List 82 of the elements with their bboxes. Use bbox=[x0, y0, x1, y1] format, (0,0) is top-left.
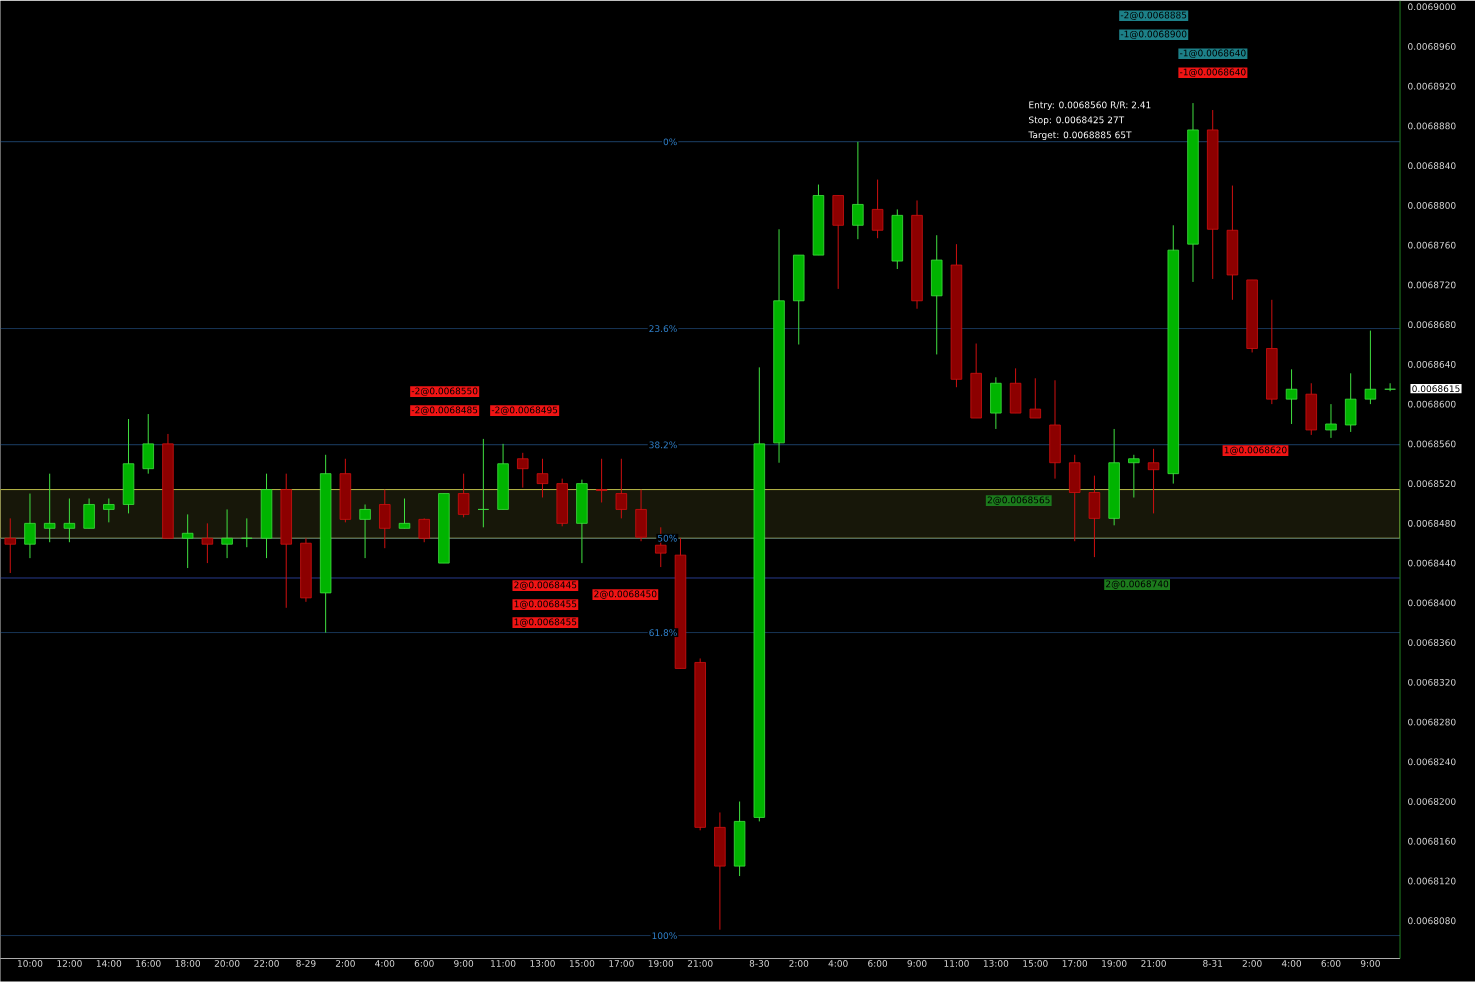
y-tick-label: 0.0068080 bbox=[1408, 917, 1456, 925]
x-tick-label: 12:00 bbox=[57, 960, 82, 968]
annotation: 0% bbox=[663, 138, 677, 146]
x-tick-label: 13:00 bbox=[983, 960, 1009, 968]
x-tick-label: 9:00 bbox=[454, 960, 474, 968]
x-tick-label: 8-29 bbox=[296, 960, 316, 968]
annotation: 2@0.0068445 bbox=[514, 581, 577, 590]
annotation: -2@0.0068485 bbox=[411, 406, 478, 416]
x-tick-label: 15:00 bbox=[1023, 960, 1048, 968]
annotation: 50% bbox=[657, 535, 677, 542]
y-tick-label: 0.0068560 bbox=[1408, 440, 1456, 448]
annotation: 2@0.0068450 bbox=[594, 590, 657, 599]
y-tick-label: 0.0069000 bbox=[1408, 3, 1456, 11]
x-tick-label: 6:00 bbox=[868, 960, 888, 968]
y-tick-label: 0.0068800 bbox=[1408, 202, 1456, 210]
y-tick-label: 0.0068960 bbox=[1408, 43, 1456, 51]
annotation: -2@0.0068550 bbox=[411, 387, 478, 397]
y-tick-label: 0.0068200 bbox=[1408, 798, 1456, 806]
x-tick-label: 15:00 bbox=[569, 960, 595, 968]
x-tick-label: 4:00 bbox=[1281, 960, 1302, 968]
x-tick-label: 11:00 bbox=[944, 960, 969, 968]
y-tick-label: 0.0068280 bbox=[1408, 718, 1456, 726]
x-tick-label: 11:00 bbox=[491, 960, 516, 968]
x-tick-label: 4:00 bbox=[375, 960, 395, 968]
y-tick-label: 0.0068160 bbox=[1408, 838, 1456, 845]
annotation: 38.2% bbox=[649, 441, 677, 449]
annotation: 2@0.0068740 bbox=[1106, 580, 1169, 589]
annotation: 1@0.0068455 bbox=[514, 618, 577, 627]
x-tick-label: 13:00 bbox=[530, 960, 555, 968]
y-tick-label: 0.0068680 bbox=[1408, 321, 1456, 329]
x-tick-label: 20:00 bbox=[214, 960, 240, 968]
x-tick-label: 6:00 bbox=[414, 960, 434, 968]
y-tick-label: 0.0068480 bbox=[1408, 520, 1456, 527]
annotation: -1@0.0068640 bbox=[1180, 68, 1246, 78]
x-tick-label: 4:00 bbox=[828, 960, 848, 968]
annotation: -1@0.0068640 bbox=[1180, 49, 1246, 59]
y-tick-label: 0.0068720 bbox=[1408, 281, 1456, 289]
y-tick-label: 0.0068240 bbox=[1408, 758, 1456, 766]
x-tick-label: 19:00 bbox=[1102, 960, 1127, 968]
y-tick-label: 0.0068360 bbox=[1408, 639, 1456, 647]
y-tick-label: 0.0068120 bbox=[1408, 877, 1456, 885]
annotation: 2@0.0068565 bbox=[987, 496, 1050, 505]
annotation: 100% bbox=[652, 932, 677, 940]
text: 0.0068615 bbox=[1412, 385, 1460, 393]
y-tick-label: 0.0068320 bbox=[1408, 679, 1456, 686]
x-tick-label: 10:00 bbox=[17, 960, 43, 968]
x-tick-label: 9:00 bbox=[1360, 960, 1380, 968]
y-tick-label: 0.0068880 bbox=[1408, 122, 1456, 130]
y-tick-label: 0.0068640 bbox=[1408, 361, 1456, 369]
annotation: 1@0.0068620 bbox=[1224, 446, 1287, 456]
x-tick-label: 9:00 bbox=[907, 960, 927, 968]
x-tick-label: 2:00 bbox=[1242, 960, 1262, 968]
x-tick-label: 8-31 bbox=[1203, 960, 1223, 968]
x-tick-label: 22:00 bbox=[254, 960, 279, 968]
y-tick-label: 0.0068920 bbox=[1408, 83, 1456, 90]
annotation: -1@0.0068900 bbox=[1120, 30, 1187, 40]
annotation: 61.8% bbox=[649, 629, 677, 637]
y-tick-label: 0.0068520 bbox=[1408, 480, 1456, 488]
annotation: Entry: 0.0068560 R/R: 2.41 bbox=[1029, 101, 1151, 111]
annotation: Target: 0.0068885 65T bbox=[1028, 131, 1132, 141]
x-tick-label: 8-30 bbox=[749, 960, 769, 968]
y-tick-label: 0.0068760 bbox=[1408, 242, 1456, 249]
x-tick-label: 17:00 bbox=[609, 960, 634, 968]
y-tick-label: 0.0068400 bbox=[1408, 599, 1456, 607]
x-tick-label: 21:00 bbox=[687, 960, 713, 968]
annotation: 1@0.0068455 bbox=[514, 600, 577, 609]
x-tick-label: 14:00 bbox=[96, 960, 122, 968]
annotation: -2@0.0068495 bbox=[491, 406, 558, 416]
annotation: -2@0.0068885 bbox=[1120, 11, 1187, 21]
x-tick-label: 16:00 bbox=[136, 960, 161, 968]
annotation: Stop: 0.0068425 27T bbox=[1029, 116, 1125, 126]
x-tick-label: 2:00 bbox=[335, 960, 355, 968]
x-tick-label: 17:00 bbox=[1062, 960, 1088, 968]
x-tick-label: 2:00 bbox=[789, 960, 809, 968]
y-tick-label: 0.0068840 bbox=[1408, 162, 1456, 170]
x-tick-label: 19:00 bbox=[648, 960, 674, 968]
annotation: 23.6% bbox=[649, 325, 677, 333]
y-tick-label: 0.0068600 bbox=[1408, 400, 1456, 408]
y-tick-label: 0.0068440 bbox=[1408, 559, 1456, 567]
x-tick-label: 18:00 bbox=[175, 960, 201, 968]
x-tick-label: 6:00 bbox=[1321, 960, 1341, 968]
x-tick-label: 21:00 bbox=[1141, 960, 1166, 968]
